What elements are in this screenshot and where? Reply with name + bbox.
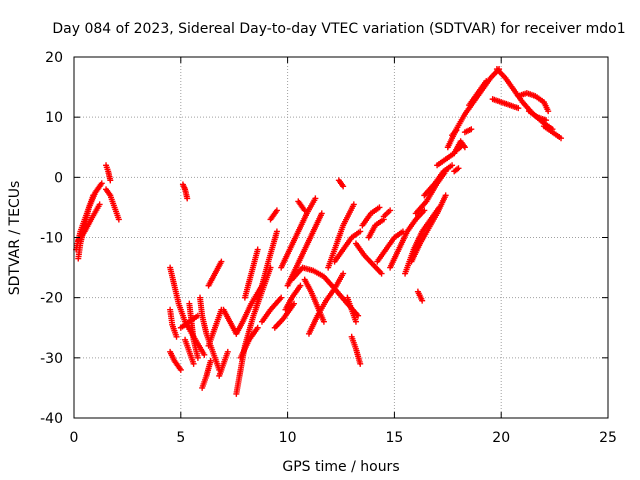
data-point (115, 216, 122, 223)
data-point (98, 180, 105, 187)
data-point (254, 246, 261, 253)
data-point (301, 207, 308, 214)
x-tick-label: 0 (70, 430, 79, 446)
data-point (312, 195, 319, 202)
data-point (207, 357, 214, 364)
y-tick-label: -40 (40, 411, 63, 427)
chart-title: Day 084 of 2023, Sidereal Day-to-day VTE… (52, 21, 625, 37)
data-point (455, 165, 462, 172)
data-point (421, 207, 428, 214)
data-point (107, 177, 114, 184)
data-point (483, 78, 490, 85)
data-point (273, 228, 280, 235)
y-tick-label: -10 (40, 231, 63, 247)
data-point (278, 294, 285, 301)
data-point (273, 207, 280, 214)
data-point (387, 207, 394, 214)
data-point (350, 201, 357, 208)
data-point (340, 183, 347, 190)
x-axis-label: GPS time / hours (282, 459, 399, 475)
y-tick-label: 10 (45, 110, 63, 126)
data-point (378, 270, 385, 277)
data-point (291, 300, 298, 307)
data-point (453, 127, 460, 134)
axis-ticks (73, 56, 609, 419)
y-tick-labels: -40 -30 -20 -10 0 10 20 (40, 50, 63, 427)
data-point (419, 297, 426, 304)
data-point (184, 195, 191, 202)
x-tick-label: 25 (599, 430, 617, 446)
data-point (218, 258, 225, 265)
x-tick-label: 20 (492, 430, 510, 446)
y-tick-label: 0 (54, 170, 63, 186)
data-point (357, 228, 364, 235)
data-point (468, 126, 475, 133)
data-point (340, 270, 347, 277)
y-axis-label: SDTVAR / TECUs (7, 181, 23, 296)
data-point (457, 144, 464, 151)
data-point (96, 201, 103, 208)
data-point (201, 351, 208, 358)
data-point (376, 204, 383, 211)
data-point (543, 117, 550, 124)
data-point (190, 360, 197, 367)
data-point (90, 192, 97, 199)
data-point (318, 210, 325, 217)
data-point (449, 162, 456, 169)
data-point (352, 318, 359, 325)
data-markers (73, 66, 565, 397)
data-point (545, 108, 552, 115)
y-tick-label: 20 (45, 50, 63, 66)
data-point (194, 354, 201, 361)
data-point (442, 192, 449, 199)
data-point (558, 135, 565, 142)
y-tick-label: -30 (40, 351, 63, 367)
x-tick-labels: 0 5 10 15 20 25 (70, 430, 617, 446)
data-point (173, 333, 180, 340)
x-tick-label: 5 (176, 430, 185, 446)
x-tick-label: 10 (279, 430, 297, 446)
x-tick-label: 15 (385, 430, 403, 446)
data-point (357, 360, 364, 367)
data-point (320, 318, 327, 325)
data-point (515, 105, 522, 112)
data-point (297, 282, 304, 289)
data-point (224, 348, 231, 355)
data-point (177, 366, 184, 373)
data-point (254, 324, 261, 331)
y-tick-label: -20 (40, 291, 63, 307)
